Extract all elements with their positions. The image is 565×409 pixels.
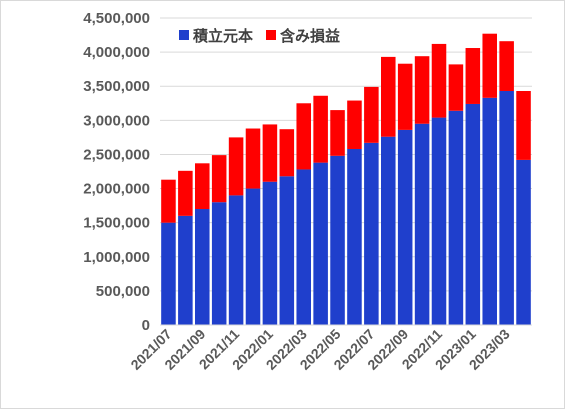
- bar-unrealized-gain: [414, 56, 430, 124]
- y-tick-label: 2,000,000: [83, 181, 150, 198]
- bar-principal: [228, 195, 244, 325]
- bar-unrealized-gain: [431, 43, 447, 118]
- y-tick-label: 1,500,000: [83, 215, 150, 232]
- y-axis-tick-labels: 0 500,000 1,000,000 1,500,000 2,000,000 2,500…: [83, 10, 150, 334]
- legend-swatch-unrealized: [266, 30, 276, 40]
- bar-principal: [414, 123, 430, 326]
- bar-principal: [245, 188, 261, 325]
- bar-principal: [262, 181, 278, 325]
- bar-principal: [347, 148, 362, 325]
- bar-principal: [482, 97, 497, 325]
- bar-principal: [279, 176, 295, 325]
- bar-principal: [178, 215, 193, 325]
- bar-principal: [296, 169, 311, 325]
- bar-unrealized-gain: [330, 110, 345, 156]
- bar-principal: [211, 202, 227, 325]
- bar-unrealized-gain: [279, 129, 295, 177]
- x-axis-tick-labels: 2021/072021/092021/112022/012022/032022/…: [127, 326, 512, 373]
- bar-unrealized-gain: [397, 63, 413, 130]
- bar-unrealized-gain: [347, 100, 362, 149]
- bar-principal: [431, 117, 447, 325]
- bar-principal: [330, 155, 345, 325]
- y-tick-label: 3,000,000: [83, 112, 150, 129]
- bar-unrealized-gain: [195, 163, 210, 210]
- bar-unrealized-gain: [482, 33, 497, 98]
- bar-principal: [161, 222, 176, 325]
- bar-principal: [448, 110, 464, 325]
- legend-label-principal: 積立元本: [192, 27, 253, 45]
- bar-unrealized-gain: [313, 95, 328, 163]
- bar-principal: [364, 142, 379, 325]
- bar-unrealized-gain: [178, 170, 193, 216]
- y-tick-label: 4,500,000: [83, 10, 150, 27]
- legend: 積立元本 含み損益: [179, 27, 340, 45]
- legend-label-unrealized: 含み損益: [280, 27, 340, 45]
- bar-principal: [499, 91, 514, 325]
- bar-unrealized-gain: [211, 155, 227, 203]
- bar-unrealized-gain: [499, 41, 514, 91]
- y-tick-label: 3,500,000: [83, 78, 150, 95]
- bar-unrealized-gain: [245, 128, 261, 189]
- y-tick-label: 1,000,000: [83, 249, 150, 266]
- bar-unrealized-gain: [262, 124, 278, 182]
- bar-unrealized-gain: [381, 56, 396, 137]
- y-tick-label: 500,000: [96, 283, 150, 300]
- bar-principal: [397, 129, 413, 325]
- bar-principal: [381, 136, 396, 325]
- bar-principal: [516, 159, 531, 325]
- bars: [161, 33, 531, 326]
- bar-unrealized-gain: [516, 91, 531, 160]
- bar-unrealized-gain: [296, 103, 311, 170]
- y-tick-label: 4,000,000: [83, 44, 150, 61]
- bar-unrealized-gain: [448, 64, 464, 111]
- bar-unrealized-gain: [364, 86, 379, 143]
- y-tick-label: 2,500,000: [83, 146, 150, 163]
- legend-swatch-principal: [179, 30, 189, 40]
- bar-unrealized-gain: [465, 48, 481, 104]
- bar-unrealized-gain: [228, 137, 244, 196]
- bar-unrealized-gain: [161, 179, 176, 223]
- bar-principal: [195, 209, 210, 325]
- y-tick-label: 0: [142, 317, 150, 334]
- bar-principal: [465, 103, 481, 326]
- bar-principal: [313, 162, 328, 325]
